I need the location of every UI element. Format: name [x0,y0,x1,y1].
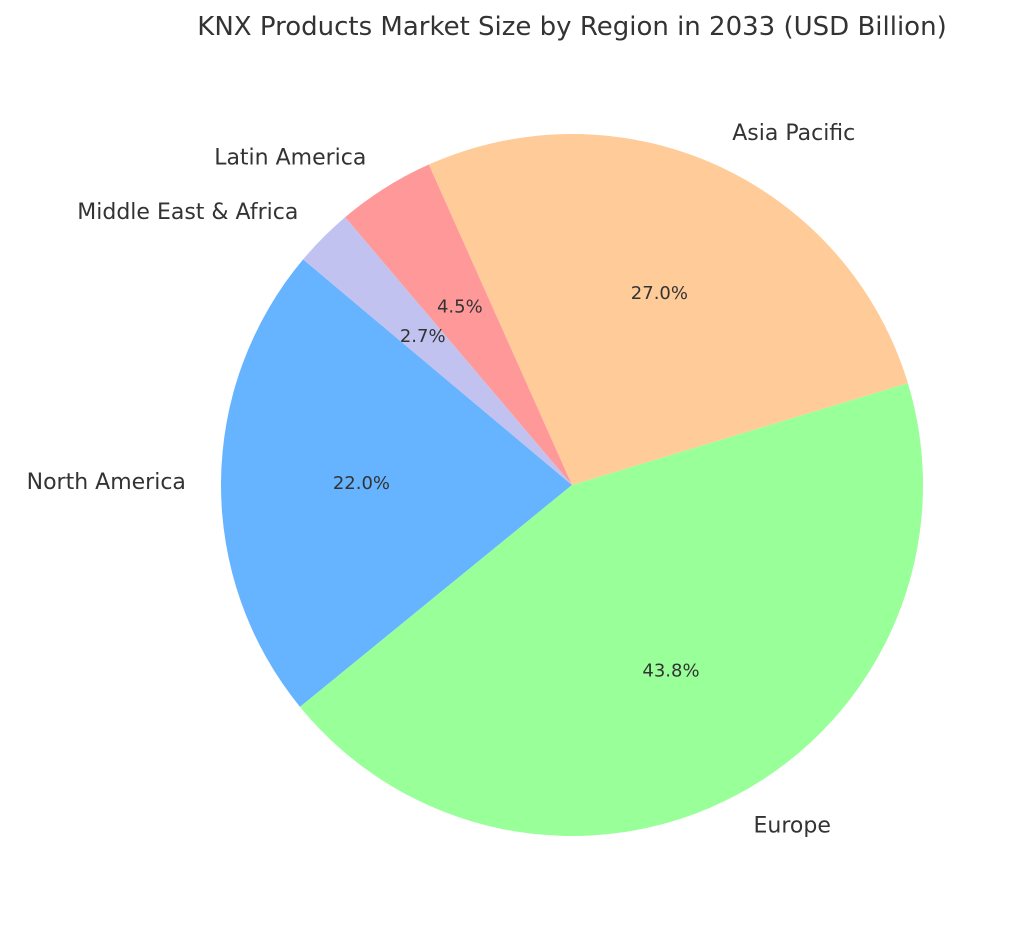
slice-label-asia-pacific: Asia Pacific [732,121,855,146]
pie-slice-middle-east-and-africa [303,217,572,485]
pct-label-latin-america: 4.5% [437,296,483,317]
chart-title: KNX Products Market Size by Region in 20… [197,12,946,42]
pct-label-middle-east-and-africa: 2.7% [400,326,446,347]
slice-label-latin-america: Latin America [214,146,366,171]
pie-slices [220,134,924,837]
pie-slice-europe [299,383,924,837]
pie-slice-asia-pacific [428,134,908,485]
slice-label-middle-east-and-africa: Middle East & Africa [77,200,298,225]
pct-label-north-america: 22.0% [333,473,390,494]
pie-slice-north-america [220,259,572,707]
slice-label-north-america: North America [27,470,186,495]
slice-label-europe: Europe [754,813,831,838]
pct-label-asia-pacific: 27.0% [631,283,688,304]
pct-label-europe: 43.8% [642,660,699,681]
pie-labels: North America 22.0% Europe 43.8% Asia Pacifi… [27,121,856,838]
pie-slice-latin-america [345,164,572,486]
